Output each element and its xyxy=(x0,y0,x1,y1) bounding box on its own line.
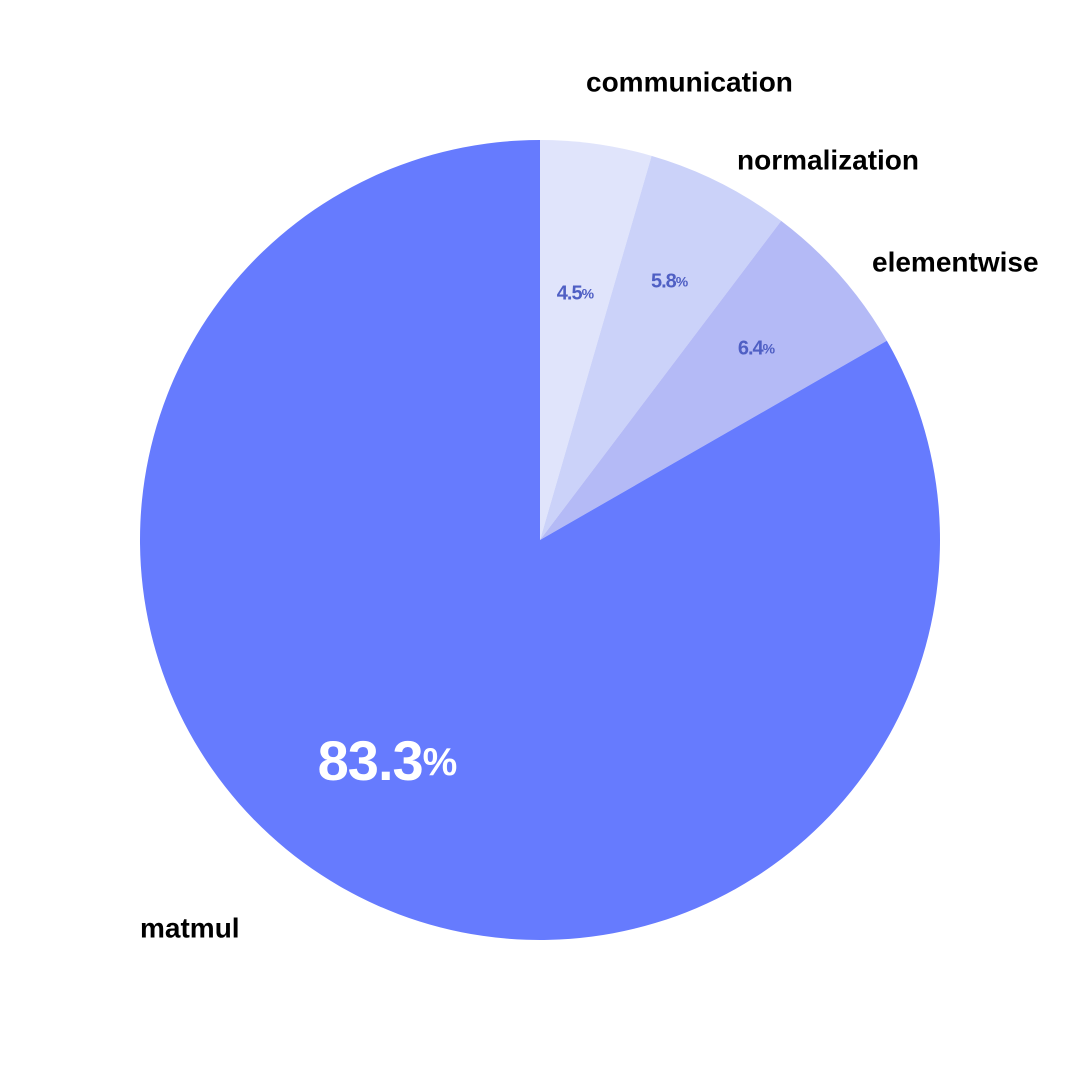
pie-slice-communication xyxy=(540,140,652,540)
category-label-elementwise: elementwise xyxy=(872,246,1039,277)
category-labels: communication normalization elementwise mat… xyxy=(140,66,1039,943)
category-label-communication: communication xyxy=(586,66,793,97)
percent-label-communication: 4.5% xyxy=(557,283,595,305)
percent-value: 4.5 xyxy=(557,283,583,305)
category-label-normalization: normalization xyxy=(737,144,919,175)
pie-slices xyxy=(139,140,940,940)
percent-value: 6.4 xyxy=(738,338,765,360)
percent-label-matmul: 83.3% xyxy=(318,729,457,792)
percent-unit: % xyxy=(423,741,457,784)
pie-slice-normalization xyxy=(540,155,782,540)
pie-slice-matmul xyxy=(139,140,940,940)
percent-value: 83.3 xyxy=(318,729,423,792)
percent-unit: % xyxy=(582,285,595,301)
percent-value: 5.8 xyxy=(651,271,677,293)
percent-labels: 4.5%5.8%6.4%83.3% xyxy=(318,271,777,792)
percent-label-normalization: 5.8% xyxy=(651,271,689,293)
percent-label-elementwise: 6.4% xyxy=(738,338,776,360)
pie-slice-elementwise xyxy=(540,220,887,540)
percent-unit: % xyxy=(763,340,776,356)
percent-unit: % xyxy=(676,273,689,289)
category-label-matmul: matmul xyxy=(140,912,240,943)
